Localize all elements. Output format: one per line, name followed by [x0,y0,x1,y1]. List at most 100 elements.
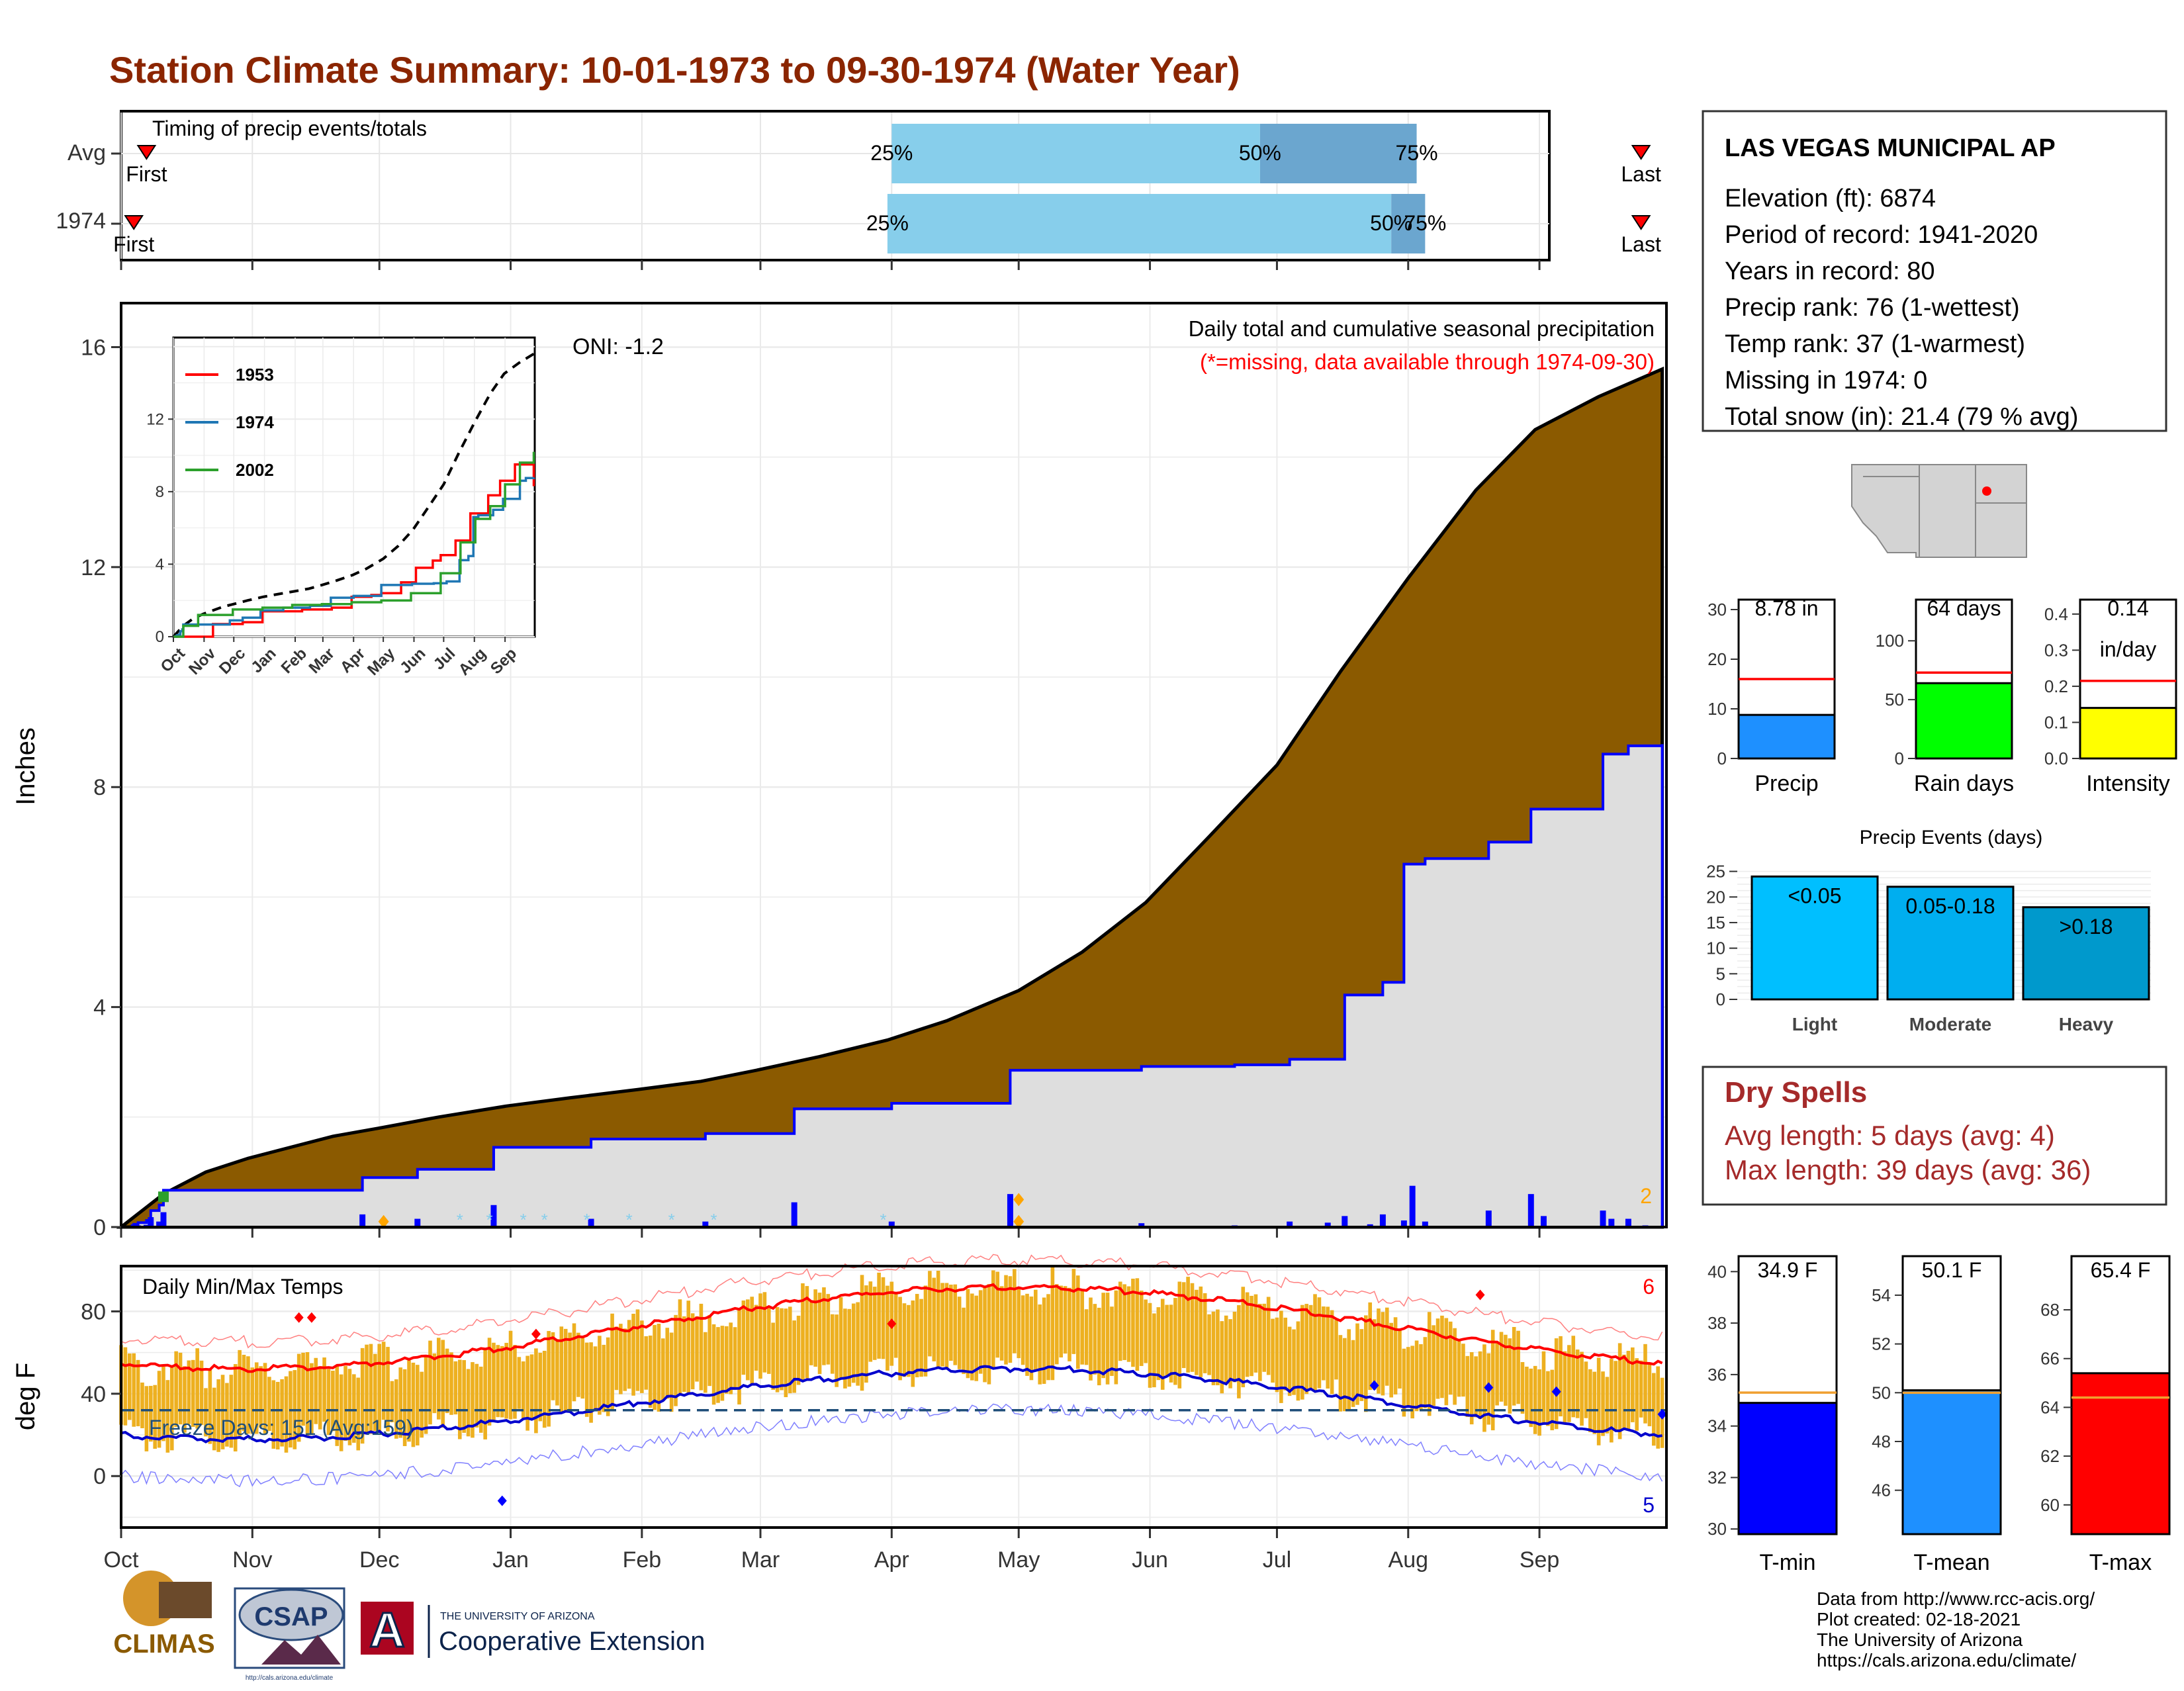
daily-temp-bar [716,1327,720,1403]
daily-precip-bar [490,1205,497,1227]
climas-logo-block [159,1582,212,1618]
daily-temp-bar [801,1283,805,1382]
summary-bar-ytick-label: 30 [1707,600,1727,619]
daily-temp-bar [280,1379,284,1447]
daily-temp-bar [907,1304,911,1377]
daily-temp-bar [733,1327,737,1391]
daily-temp-bar [132,1353,136,1427]
daily-temp-bar [416,1365,420,1445]
record-high-marker [1475,1289,1485,1301]
daily-temp-bar [534,1348,538,1434]
daily-temp-bar [547,1331,551,1427]
timing-bar-q2 [1391,194,1426,253]
timing-label-75: 75% [1404,211,1446,235]
daily-temp-bar [568,1332,572,1411]
daily-temp-bar [1592,1371,1597,1434]
daily-temp-bar [123,1347,128,1426]
daily-temp-bar [1089,1297,1093,1381]
daily-temp-bar [284,1376,289,1453]
daily-temp-bar [572,1323,576,1402]
daily-temp-bar [936,1271,940,1367]
daily-temp-bar [1160,1299,1165,1390]
daily-temp-bar [919,1299,923,1377]
daily-temp-bar [932,1277,936,1361]
daily-precip-bar [588,1218,594,1227]
daily-temp-bar [1326,1306,1330,1389]
temp-bar-ytick-label: 36 [1707,1365,1727,1385]
daily-temp-bar [183,1366,187,1433]
month-label: Mar [741,1547,780,1573]
daily-temp-bar [1195,1289,1199,1375]
daily-temp-bar [259,1366,263,1428]
temp-panel: Daily Min/Max Temps Freeze Days: 151 (Av… [11,1254,1668,1573]
daily-temp-bar [161,1366,165,1441]
timing-row-label-avg: Avg [68,140,106,165]
daily-precip-bar [359,1214,366,1227]
snowfall-star: * [711,1210,717,1230]
month-axis: Oct Nov Dec Jan Feb Mar Apr May Jun Jul Aug Sep [104,1529,1559,1573]
daily-temp-bar [1626,1350,1631,1430]
daily-temp-bar [466,1369,471,1437]
station-box-frame [1702,110,2167,432]
summary-bar-ytick-label: 0.1 [2044,712,2068,732]
csap-logo: CSAP http://cals.arizona.edu/climate [234,1587,345,1682]
daily-temp-bar [275,1381,280,1450]
csap-logo-mountain [261,1635,341,1665]
daily-temp-bar [886,1285,889,1371]
daily-temp-bar [1021,1295,1025,1365]
daily-temp-bar [144,1386,149,1451]
daily-temp-bar [877,1272,881,1359]
daily-temp-bar [356,1377,361,1451]
month-label: Apr [874,1547,909,1573]
daily-temp-bar [1131,1279,1135,1367]
daily-temp-bar [631,1313,635,1396]
daily-temp-bar [686,1301,691,1394]
daily-temp-bar [1071,1269,1076,1354]
daily-temp-bar [331,1371,335,1432]
daily-temp-bar [1063,1286,1068,1354]
daily-temp-bar [720,1326,725,1401]
record-high-marker [306,1312,316,1323]
daily-temp-bar [923,1285,928,1377]
daily-temp-bar [326,1369,331,1436]
daily-temp-bar [127,1353,132,1420]
daily-temp-bar [398,1367,403,1438]
daily-temp-bar [991,1270,995,1367]
daily-temp-bar [725,1326,729,1394]
month-label: Jul [1263,1547,1291,1573]
month-label: May [997,1547,1040,1573]
summary-bar-ytick-label: 0.3 [2044,640,2068,660]
daily-temp-bar [928,1271,932,1357]
daily-temp-bar [893,1293,898,1358]
daily-temp-bar [373,1353,377,1432]
daily-temp-bar [1110,1306,1114,1376]
daily-temp-bar [1308,1304,1313,1391]
daily-temp-bar [1571,1336,1576,1418]
daily-temp-bar [1389,1322,1393,1398]
daily-temp-bar [1550,1369,1555,1431]
oni-label: ONI: -1.2 [572,334,664,359]
temp-content [119,1254,1667,1506]
daily-temp-bar [428,1340,432,1425]
temp-bar-value [1901,1389,2002,1535]
events-ytick-label: 20 [1706,887,1725,907]
daily-temp-bar [1068,1287,1071,1361]
daily-temp-bar [1414,1340,1419,1412]
record-low-marker [1369,1380,1379,1391]
daily-temp-bar [343,1365,347,1441]
month-label: Feb [623,1547,662,1573]
temp-bar-ytick-label: 66 [2040,1349,2060,1369]
events-bin-label: >0.18 [2060,915,2113,938]
summary-bar-ytick-label: 20 [1707,649,1727,669]
csap-logo-cloud [238,1588,344,1641]
daily-temp-bar [525,1355,529,1431]
daily-temp-bar [699,1303,704,1391]
footer-source-line: https://cals.arizona.edu/climate/ [1817,1650,2076,1670]
station-info-box: LAS VEGAS MUNICIPAL AP Elevation (ft): 6… [1702,110,2167,432]
daily-temp-bar [1355,1323,1359,1405]
timing-bar-q2 [1259,124,1417,183]
footer-source-lines: Data from http://www.rcc-acis.org/Plot c… [1817,1588,2095,1670]
daily-precip-bar [791,1202,797,1227]
daily-temp-bar [538,1352,543,1422]
snowfall-star: * [520,1210,527,1230]
